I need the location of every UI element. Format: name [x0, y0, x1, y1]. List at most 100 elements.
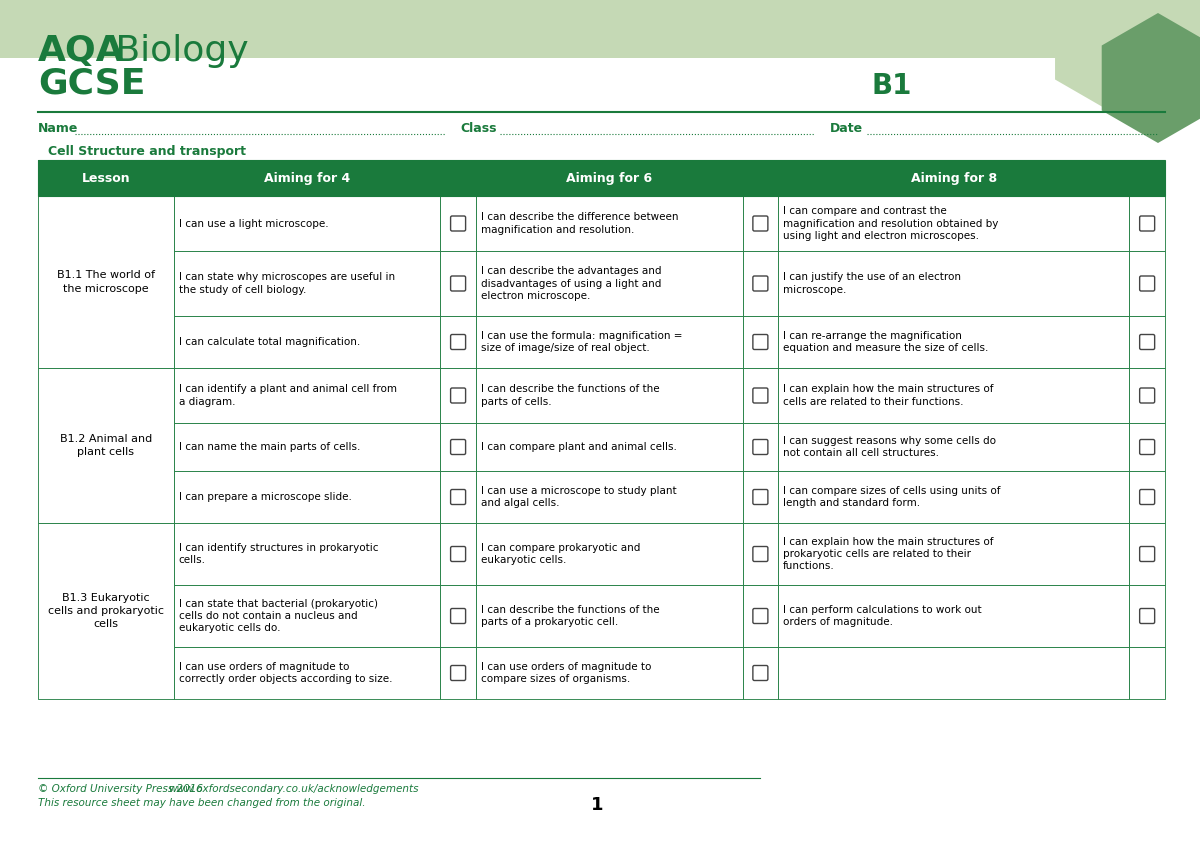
- Bar: [743, 251, 779, 316]
- Bar: [743, 316, 779, 368]
- Text: Cell Structure and transport: Cell Structure and transport: [48, 145, 246, 158]
- Bar: [440, 471, 476, 523]
- Text: B1: B1: [872, 72, 912, 100]
- Bar: [1129, 196, 1165, 251]
- Text: B1.2 Animal and
plant cells: B1.2 Animal and plant cells: [60, 434, 152, 457]
- Text: I can justify the use of an electron
microscope.: I can justify the use of an electron mic…: [784, 273, 961, 295]
- Bar: [743, 523, 779, 585]
- Bar: [440, 585, 476, 647]
- Text: I can describe the advantages and
disadvantages of using a light and
electron mi: I can describe the advantages and disadv…: [481, 266, 661, 301]
- Bar: [779, 316, 1129, 368]
- Bar: [174, 316, 440, 368]
- FancyBboxPatch shape: [450, 547, 466, 561]
- FancyBboxPatch shape: [1140, 276, 1154, 291]
- Text: Aiming for 8: Aiming for 8: [911, 171, 997, 184]
- Bar: [38, 368, 174, 523]
- Text: © Oxford University Press 2016: © Oxford University Press 2016: [38, 784, 203, 794]
- FancyBboxPatch shape: [752, 547, 768, 561]
- Text: I can compare and contrast the
magnification and resolution obtained by
using li: I can compare and contrast the magnifica…: [784, 206, 998, 241]
- Polygon shape: [1055, 0, 1184, 117]
- Bar: [440, 251, 476, 316]
- Text: I can use orders of magnitude to
correctly order objects according to size.: I can use orders of magnitude to correct…: [179, 662, 392, 684]
- Bar: [779, 251, 1129, 316]
- Bar: [779, 523, 1129, 585]
- Text: B1.1 The world of
the microscope: B1.1 The world of the microscope: [56, 270, 155, 294]
- Text: Aiming for 6: Aiming for 6: [566, 171, 653, 184]
- FancyBboxPatch shape: [450, 490, 466, 504]
- FancyBboxPatch shape: [752, 440, 768, 454]
- Text: I can use orders of magnitude to
compare sizes of organisms.: I can use orders of magnitude to compare…: [481, 662, 652, 684]
- Bar: [1129, 316, 1165, 368]
- Bar: [440, 368, 476, 423]
- Bar: [440, 423, 476, 471]
- Text: I can compare sizes of cells using units of
length and standard form.: I can compare sizes of cells using units…: [784, 486, 1001, 509]
- FancyBboxPatch shape: [1140, 609, 1154, 623]
- FancyBboxPatch shape: [1140, 547, 1154, 561]
- Text: I can re-arrange the magnification
equation and measure the size of cells.: I can re-arrange the magnification equat…: [784, 331, 989, 353]
- Bar: [174, 196, 440, 251]
- FancyBboxPatch shape: [752, 609, 768, 623]
- Bar: [174, 647, 440, 699]
- FancyBboxPatch shape: [752, 490, 768, 504]
- Text: This resource sheet may have been changed from the original.: This resource sheet may have been change…: [38, 798, 366, 808]
- Text: Class: Class: [460, 122, 497, 135]
- Bar: [743, 423, 779, 471]
- Bar: [779, 423, 1129, 471]
- Bar: [440, 196, 476, 251]
- Text: www.oxfordsecondary.co.uk/acknowledgements: www.oxfordsecondary.co.uk/acknowledgemen…: [168, 784, 419, 794]
- Text: I can perform calculations to work out
orders of magnitude.: I can perform calculations to work out o…: [784, 604, 982, 627]
- Bar: [743, 471, 779, 523]
- Bar: [476, 368, 743, 423]
- FancyBboxPatch shape: [1140, 388, 1154, 403]
- Bar: [779, 585, 1129, 647]
- FancyBboxPatch shape: [1140, 490, 1154, 504]
- Bar: [743, 368, 779, 423]
- Bar: [38, 160, 1165, 196]
- Bar: [1129, 523, 1165, 585]
- Polygon shape: [1102, 13, 1200, 143]
- Bar: [779, 647, 1129, 699]
- Bar: [174, 585, 440, 647]
- FancyBboxPatch shape: [450, 609, 466, 623]
- Text: Aiming for 4: Aiming for 4: [264, 171, 350, 184]
- Text: Lesson: Lesson: [82, 171, 130, 184]
- Bar: [1129, 471, 1165, 523]
- FancyBboxPatch shape: [1140, 216, 1154, 231]
- Bar: [476, 523, 743, 585]
- Text: I can prepare a microscope slide.: I can prepare a microscope slide.: [179, 492, 352, 502]
- Bar: [440, 647, 476, 699]
- FancyBboxPatch shape: [752, 388, 768, 403]
- Bar: [1129, 423, 1165, 471]
- FancyBboxPatch shape: [450, 666, 466, 681]
- Bar: [476, 316, 743, 368]
- Text: I can use a microscope to study plant
and algal cells.: I can use a microscope to study plant an…: [481, 486, 677, 509]
- Text: I can compare plant and animal cells.: I can compare plant and animal cells.: [481, 442, 677, 452]
- Text: I can explain how the main structures of
prokaryotic cells are related to their
: I can explain how the main structures of…: [784, 537, 994, 571]
- Text: I can describe the functions of the
parts of cells.: I can describe the functions of the part…: [481, 385, 660, 407]
- Text: I can describe the functions of the
parts of a prokaryotic cell.: I can describe the functions of the part…: [481, 604, 660, 627]
- Bar: [743, 585, 779, 647]
- Text: I can state why microscopes are useful in
the study of cell biology.: I can state why microscopes are useful i…: [179, 273, 395, 295]
- Text: AQA: AQA: [38, 34, 125, 68]
- FancyBboxPatch shape: [1140, 335, 1154, 350]
- FancyBboxPatch shape: [752, 276, 768, 291]
- Bar: [476, 251, 743, 316]
- Bar: [38, 196, 174, 368]
- Bar: [779, 368, 1129, 423]
- FancyBboxPatch shape: [450, 440, 466, 454]
- Text: I can use the formula: magnification =
size of image/size of real object.: I can use the formula: magnification = s…: [481, 331, 683, 353]
- Text: GCSE: GCSE: [38, 66, 145, 100]
- Text: Biology: Biology: [104, 34, 248, 68]
- Polygon shape: [0, 0, 1200, 58]
- Text: I can suggest reasons why some cells do
not contain all cell structures.: I can suggest reasons why some cells do …: [784, 436, 996, 458]
- Text: I can describe the difference between
magnification and resolution.: I can describe the difference between ma…: [481, 212, 678, 234]
- Bar: [440, 316, 476, 368]
- FancyBboxPatch shape: [752, 335, 768, 350]
- Bar: [174, 368, 440, 423]
- Text: Name: Name: [38, 122, 78, 135]
- Bar: [779, 471, 1129, 523]
- FancyBboxPatch shape: [450, 335, 466, 350]
- Bar: [476, 585, 743, 647]
- Bar: [1129, 368, 1165, 423]
- Text: I can compare prokaryotic and
eukaryotic cells.: I can compare prokaryotic and eukaryotic…: [481, 543, 641, 565]
